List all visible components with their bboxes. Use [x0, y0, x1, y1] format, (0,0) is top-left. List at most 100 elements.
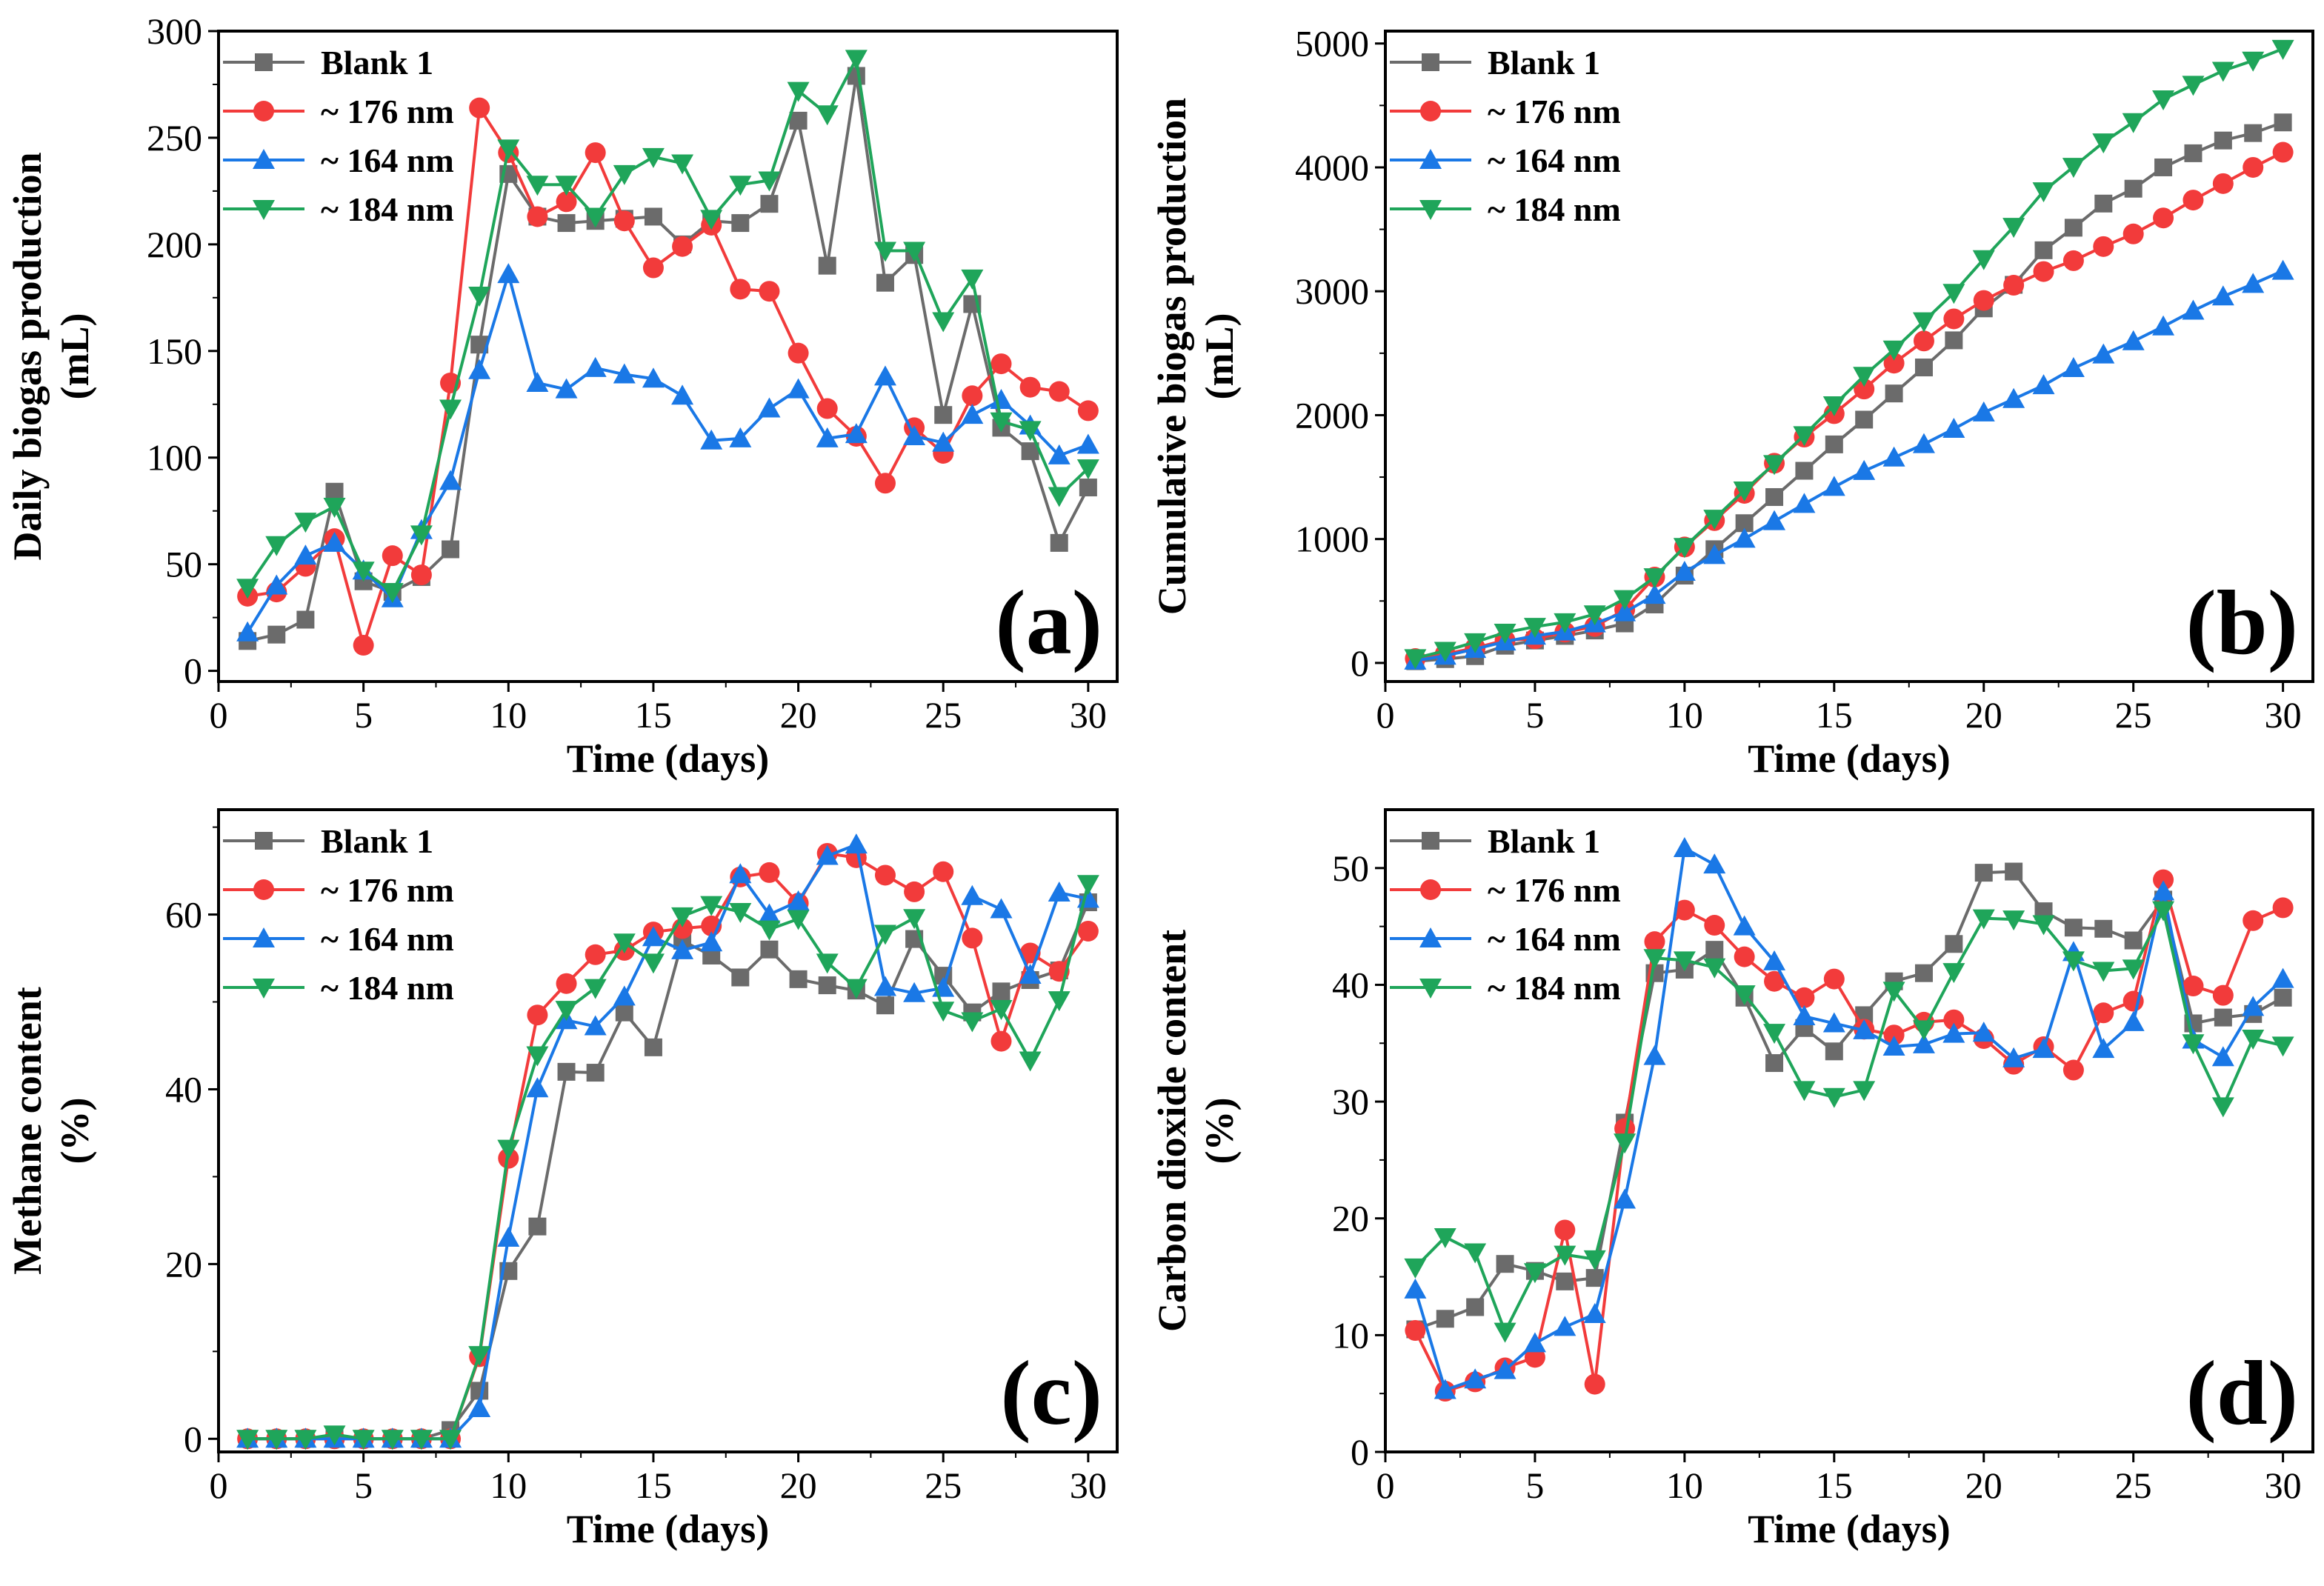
data-point [2005, 862, 2023, 881]
data-point [1972, 250, 1995, 270]
series-line [247, 883, 1090, 1441]
data-point [1019, 376, 1041, 398]
data-point [584, 207, 607, 228]
data-point [323, 1425, 346, 1446]
panel-label: (b) [2185, 572, 2298, 673]
x-tick-label: 20 [1965, 694, 2002, 736]
series-line [247, 106, 1089, 647]
data-point [1733, 915, 1756, 936]
panel-label: (a) [995, 572, 1102, 673]
data-point [671, 154, 694, 175]
data-point [1644, 931, 1665, 953]
data-point [442, 540, 460, 559]
data-point [729, 427, 752, 447]
data-point [961, 404, 984, 424]
data-point [644, 207, 662, 226]
y-axis-title: (%) [1197, 1098, 1242, 1164]
x-tick-label: 5 [1525, 1465, 1544, 1506]
data-point [2243, 156, 2264, 178]
data-point [1643, 568, 1666, 589]
data-point [2212, 173, 2234, 194]
data-point [1942, 963, 1965, 984]
data-point [1912, 433, 1935, 453]
x-tick-label: 30 [1070, 694, 1107, 736]
data-point [2122, 330, 2145, 350]
x-tick-label: 5 [354, 1465, 373, 1506]
data-point [2271, 39, 2294, 60]
data-point [1972, 1022, 1995, 1042]
series-line [246, 57, 1090, 594]
data-point [1703, 958, 1726, 979]
data-point [1795, 462, 1814, 480]
data-point [818, 976, 836, 995]
data-point [381, 583, 404, 604]
data-point [469, 97, 490, 119]
y-axis-title: Carbon dioxide content [1150, 930, 1194, 1332]
data-point [961, 884, 984, 905]
y-tick-label: 50 [1332, 847, 1369, 889]
data-point [1942, 284, 1965, 304]
legend-label: Blank 1 [321, 44, 433, 81]
data-point [1583, 1302, 1606, 1323]
data-point [787, 890, 810, 910]
data-point [439, 1430, 462, 1450]
legend-marker [255, 832, 273, 850]
data-point [1853, 367, 1876, 387]
data-point [731, 214, 750, 233]
legend-marker [1422, 832, 1439, 850]
data-point [2274, 113, 2292, 132]
data-point [816, 105, 839, 126]
data-point [1614, 1188, 1637, 1209]
data-point [1945, 331, 1963, 350]
data-point [962, 385, 983, 407]
legend-marker [1419, 200, 1442, 220]
data-point [1494, 623, 1516, 644]
data-point [758, 920, 781, 941]
x-tick-label: 15 [635, 694, 672, 736]
data-point [2003, 275, 2025, 296]
legend-item: ~ 184 nm [223, 969, 454, 1007]
y-tick-label: 250 [147, 117, 202, 159]
data-point [990, 898, 1013, 919]
data-point [2002, 218, 2025, 239]
data-point [267, 625, 286, 644]
legend-marker [253, 979, 275, 999]
data-point [2062, 250, 2084, 271]
legend-label: ~ 184 nm [1488, 969, 1621, 1007]
data-point [1793, 426, 1816, 447]
data-point [1914, 359, 1933, 377]
data-point [1673, 538, 1696, 559]
plot-frame [1384, 30, 2314, 683]
data-point [729, 903, 752, 924]
data-point [2271, 1036, 2294, 1057]
y-tick-label: 20 [165, 1243, 202, 1285]
y-tick-label: 200 [147, 224, 202, 265]
data-point [2152, 90, 2175, 110]
y-axis-title: Daily biogas production [5, 152, 50, 560]
data-point [294, 544, 317, 565]
data-point [2211, 1046, 2234, 1067]
x-tick-label: 10 [1666, 1465, 1703, 1506]
data-point [296, 610, 315, 629]
data-point [556, 973, 577, 994]
data-point [2152, 315, 2175, 336]
data-point [1466, 1298, 1485, 1316]
x-tick-label: 20 [780, 694, 817, 736]
legend-label: ~ 184 nm [321, 190, 454, 228]
data-point [613, 363, 636, 384]
data-point [788, 342, 809, 364]
data-point [2062, 951, 2085, 972]
data-point [642, 926, 665, 947]
panel-label: (c) [1000, 1342, 1102, 1444]
data-point [1882, 982, 1905, 1002]
legend-label: ~ 176 nm [321, 93, 454, 130]
data-point [527, 206, 548, 227]
data-point [613, 164, 636, 185]
data-point [873, 924, 896, 945]
data-point [2092, 1038, 2115, 1059]
data-point [2062, 357, 2085, 378]
data-point [497, 1227, 520, 1247]
data-point [323, 497, 346, 518]
data-point [1584, 1373, 1605, 1395]
